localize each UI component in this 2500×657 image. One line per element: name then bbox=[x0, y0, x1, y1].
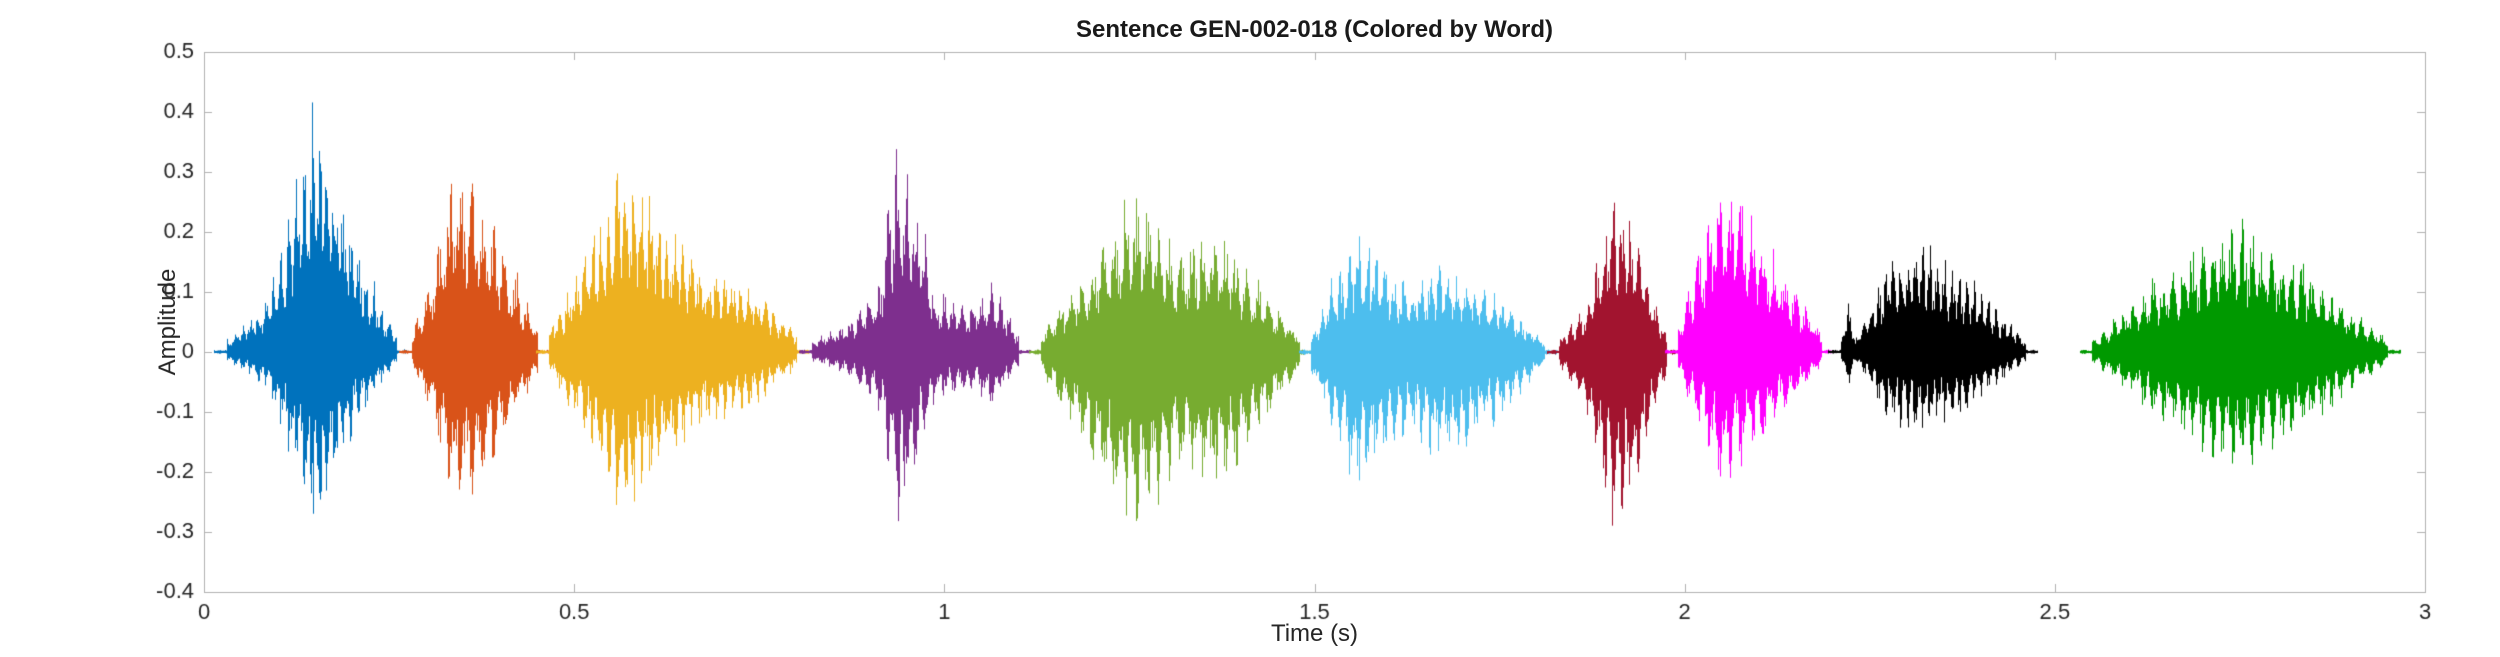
chart-title: Sentence GEN-002-018 (Colored by Word) bbox=[1076, 16, 1553, 43]
x-axis-label: Time (s) bbox=[1270, 620, 1359, 647]
y-axis-label: Amplitude bbox=[154, 268, 181, 376]
